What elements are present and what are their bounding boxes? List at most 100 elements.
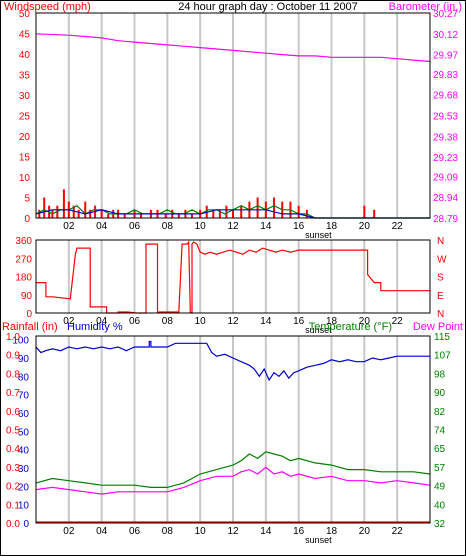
humidity-axis-label: Humidity % <box>67 321 123 333</box>
temp-y-tick-label: 107 <box>434 351 451 362</box>
baro-y-tick-label: 29.53 <box>433 112 458 123</box>
temp-x-tick-label: 02 <box>63 526 75 537</box>
series-line-humidity <box>35 340 430 382</box>
series-line-wind <box>35 204 430 219</box>
gust-bar <box>373 209 376 218</box>
humidity-y-tick-label: 40 <box>18 446 30 457</box>
series-line-avg <box>35 209 430 219</box>
direction-x-tick-label: 06 <box>129 316 141 327</box>
humidity-y-tick-label: 50 <box>18 427 30 438</box>
direction-x-tick-label: 12 <box>227 316 239 327</box>
temp-x-tick-label: 08 <box>162 526 174 537</box>
wind-y-tick-label: 30 <box>19 91 31 102</box>
rainfall-y-tick-label: 0.4 <box>6 444 20 455</box>
gust-bar <box>218 209 221 218</box>
gust-bar <box>140 213 143 218</box>
wind-x-tick-label: 02 <box>63 221 75 232</box>
wind-axis-label: Windspeed (mph) <box>4 1 91 13</box>
baro-y-tick-label: 29.23 <box>433 153 458 164</box>
wind-y-tick-label: 0 <box>24 214 30 225</box>
gust-bar <box>89 209 92 218</box>
gust-bar <box>107 213 110 218</box>
gust-bar <box>232 209 234 218</box>
direction-compass-label: N <box>437 309 444 320</box>
temp-panel-frame <box>35 335 431 524</box>
direction-x-tick-label: 14 <box>260 316 272 327</box>
gust-bar <box>123 213 126 218</box>
rainfall-y-tick-label: 0.0 <box>6 519 20 530</box>
gust-bar <box>297 205 300 218</box>
temp-y-tick-label: 82 <box>434 407 446 418</box>
rainfall-y-tick-label: 1.0 <box>6 332 20 343</box>
rainfall-y-tick-label: 0.2 <box>6 482 20 493</box>
direction-compass-label: E <box>437 291 444 302</box>
direction-y-tick-label: 360 <box>15 236 32 247</box>
wind-sunset-label: sunset <box>305 230 332 240</box>
direction-y-tick-label: 0 <box>26 309 32 320</box>
humidity-y-tick-label: 70 <box>18 391 30 402</box>
wind-x-tick-label: 04 <box>96 221 108 232</box>
gust-bar <box>100 209 103 218</box>
temp-x-tick-label: 14 <box>260 526 272 537</box>
direction-y-tick-label: 270 <box>15 254 32 265</box>
temp-y-tick-label: 98 <box>434 369 446 380</box>
direction-x-tick-label: 16 <box>293 316 305 327</box>
baro-y-tick-label: 28.94 <box>433 193 458 204</box>
dewpoint-axis-label: Dew Point <box>413 321 463 333</box>
wind-x-tick-label: 10 <box>195 221 207 232</box>
rainfall-y-tick-label: 0.7 <box>6 388 20 399</box>
direction-x-tick-label: 02 <box>63 316 75 327</box>
direction-x-tick-label: 10 <box>195 316 207 327</box>
temp-x-tick-label: 20 <box>359 526 371 537</box>
gust-bar <box>212 209 215 218</box>
wind-x-tick-label: 06 <box>129 221 141 232</box>
humidity-y-tick-label: 100 <box>12 336 29 347</box>
temp-y-tick-label: 32 <box>434 519 446 530</box>
temp-y-tick-label: 49 <box>434 482 446 493</box>
direction-y-tick-label: 90 <box>21 291 33 302</box>
gust-bar <box>72 205 75 218</box>
wind-y-tick-label: 5 <box>24 194 30 205</box>
gust-bar <box>62 189 65 218</box>
baro-y-tick-label: 28.79 <box>433 214 458 225</box>
wind-y-tick-label: 15 <box>19 153 31 164</box>
temperature-axis-label: Temperature (°F) <box>309 321 392 333</box>
direction-y-tick-label: 180 <box>15 273 32 284</box>
humidity-y-tick-label: 20 <box>18 482 30 493</box>
series-line-temperature <box>35 451 431 488</box>
wind-y-tick-label: 45 <box>19 30 31 41</box>
rainfall-axis-label: Rainfall (in) <box>2 321 58 333</box>
direction-x-tick-label: 04 <box>96 316 108 327</box>
series-line-barometer <box>35 33 431 63</box>
temp-y-tick-label: 65 <box>434 444 446 455</box>
direction-x-tick-label: 18 <box>326 316 338 327</box>
gust-bar <box>190 213 193 218</box>
wind-x-tick-label: 08 <box>162 221 174 232</box>
rainfall-y-tick-label: 0.8 <box>6 369 20 380</box>
baro-y-tick-label: 29.09 <box>433 172 458 183</box>
direction-x-tick-label: 08 <box>162 316 174 327</box>
rainfall-y-tick-label: 0.3 <box>6 463 20 474</box>
rainfall-y-tick-label: 0.1 <box>6 500 20 511</box>
wind-x-tick-label: 22 <box>392 221 404 232</box>
baro-axis-label: Barometer (in.) <box>389 1 462 13</box>
temp-sunset-label: sunset <box>305 535 332 545</box>
gust-bar <box>363 205 366 218</box>
wind-y-tick-label: 25 <box>19 112 31 123</box>
gust-bar <box>256 197 259 218</box>
wind-y-tick-label: 50 <box>19 9 31 20</box>
temp-y-tick-label: 90 <box>434 388 446 399</box>
wind-x-tick-label: 20 <box>359 221 371 232</box>
humidity-y-tick-label: 10 <box>18 501 30 512</box>
rainfall-y-tick-label: 0.9 <box>6 351 20 362</box>
baro-y-tick-label: 29.38 <box>433 132 458 143</box>
temp-y-tick-label: 74 <box>434 426 446 437</box>
humidity-y-tick-label: 80 <box>18 372 30 383</box>
direction-compass-label: W <box>437 254 447 265</box>
series-line-dew-point <box>35 466 431 495</box>
rainfall-y-tick-label: 0.5 <box>6 426 20 437</box>
baro-y-tick-label: 29.97 <box>433 51 458 62</box>
temp-x-tick-label: 16 <box>293 526 305 537</box>
gust-bar <box>177 213 180 218</box>
